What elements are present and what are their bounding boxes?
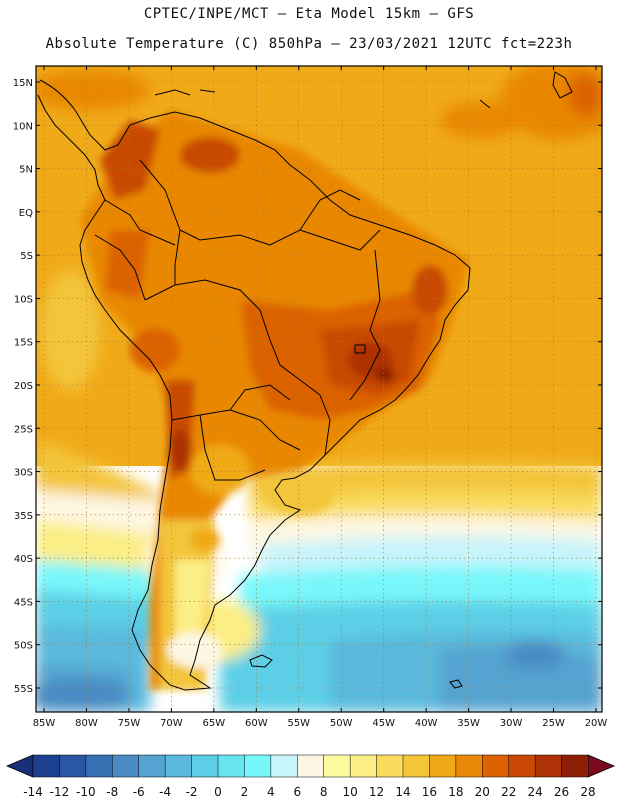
- coastlines: [37, 71, 573, 691]
- colorbar-label: 18: [448, 785, 463, 799]
- colorbar-label: 28: [580, 785, 595, 799]
- colorbar-swatch: [297, 754, 325, 778]
- colorbar-label: 22: [501, 785, 516, 799]
- colorbar-label: -2: [186, 785, 198, 799]
- colorbar-swatch: [561, 754, 589, 778]
- lon-tick-label: 60W: [245, 718, 268, 729]
- colorbar-swatch: [429, 754, 457, 778]
- colorbar-swatch: [217, 754, 245, 778]
- colorbar-swatch: [323, 754, 351, 778]
- colorbar-label: 20: [475, 785, 490, 799]
- lat-tick-label: 30S: [14, 468, 33, 479]
- colorbar-swatch: [59, 754, 87, 778]
- colorbar-label: 6: [293, 785, 301, 799]
- lon-tick-label: 65W: [203, 718, 226, 729]
- map-subtitle: Absolute Temperature (C) 850hPa – 23/03/…: [45, 36, 573, 52]
- lat-tick-label: 35S: [14, 511, 33, 522]
- lat-tick-label: 45S: [14, 597, 33, 608]
- colorbar-label: -10: [76, 785, 96, 799]
- colorbar-label: 2: [241, 785, 249, 799]
- colorbar-label: 16: [422, 785, 437, 799]
- lon-tick-label: 40W: [415, 718, 438, 729]
- lon-tick-label: 50W: [330, 718, 353, 729]
- lat-tick-label: 55S: [14, 684, 33, 695]
- colorbar-over-arrow: [587, 754, 616, 778]
- colorbar-label: -8: [106, 785, 118, 799]
- lat-tick-label: 10S: [14, 294, 33, 305]
- colorbar-label: -12: [50, 785, 70, 799]
- colorbar-label: -6: [133, 785, 145, 799]
- lon-tick-label: 30W: [500, 718, 523, 729]
- colorbar-swatch: [534, 754, 563, 778]
- lon-tick-label: 35W: [457, 718, 480, 729]
- lat-tick-label: 20S: [14, 381, 33, 392]
- colorbar-label: 4: [267, 785, 275, 799]
- colorbar-swatch: [164, 754, 193, 778]
- colorbar-label: 26: [554, 785, 569, 799]
- colorbar-label: 10: [343, 785, 358, 799]
- lon-tick-label: 45W: [372, 718, 395, 729]
- latitude-axis: 15N 10N 5N EQ 5S 10S 15S 20S 25S 30S 35S 40S 45S 50S 5…: [13, 78, 602, 695]
- colorbar-swatch: [402, 754, 430, 778]
- lon-tick-label: 70W: [160, 718, 183, 729]
- colorbar-swatch: [138, 754, 166, 778]
- colorbar-label: 8: [320, 785, 328, 799]
- colorbar-swatch: [455, 754, 483, 778]
- lat-tick-label: 15N: [13, 78, 33, 89]
- lon-tick-label: 85W: [33, 718, 56, 729]
- longitude-axis: 85W 80W 75W 70W 65W 60W 55W 50W 45W 40W 35W 30W 25W 2…: [33, 66, 608, 729]
- colorbar-label: 14: [395, 785, 410, 799]
- colorbar-swatch: [482, 754, 510, 778]
- lat-tick-label: 5S: [20, 251, 33, 262]
- colorbar-label: 0: [214, 785, 222, 799]
- lon-tick-label: 25W: [542, 718, 565, 729]
- colorbar-label: -4: [159, 785, 171, 799]
- lon-tick-label: 55W: [287, 718, 310, 729]
- lat-tick-label: 50S: [14, 641, 33, 652]
- lon-tick-label: 75W: [118, 718, 141, 729]
- lon-tick-label: 20W: [585, 718, 608, 729]
- colorbar-label: 12: [369, 785, 384, 799]
- colorbar-swatch: [112, 754, 140, 778]
- colorbar-label: 24: [528, 785, 543, 799]
- lat-tick-label: 10N: [13, 121, 33, 132]
- lat-tick-label: 5N: [19, 165, 33, 176]
- lon-tick-label: 80W: [75, 718, 98, 729]
- map-title: CPTEC/INPE/MCT – Eta Model 15km – GFS: [143, 6, 475, 22]
- map-frame: [35, 65, 603, 713]
- colorbar-swatch: [270, 754, 298, 778]
- lat-tick-label: 40S: [14, 554, 33, 565]
- colorbar-swatch: [508, 754, 536, 778]
- lat-tick-label: EQ: [19, 208, 33, 219]
- colorbar-swatch: [191, 754, 219, 778]
- colorbar: -14 -12 -10 -8 -6 -4 -2 0 2 4 6 8 10 12 14 16 18 20 22 24 26…: [5, 754, 616, 799]
- colorbar-swatch: [244, 754, 272, 778]
- lat-tick-label: 15S: [14, 338, 33, 349]
- temperature-field: [36, 66, 602, 712]
- colorbar-label: -14: [23, 785, 43, 799]
- lat-tick-label: 25S: [14, 424, 33, 435]
- colorbar-swatch: [349, 754, 378, 778]
- colorbar-swatch: [32, 754, 60, 778]
- colorbar-under-arrow: [5, 754, 34, 778]
- colorbar-swatch: [85, 754, 113, 778]
- colorbar-swatch: [376, 754, 404, 778]
